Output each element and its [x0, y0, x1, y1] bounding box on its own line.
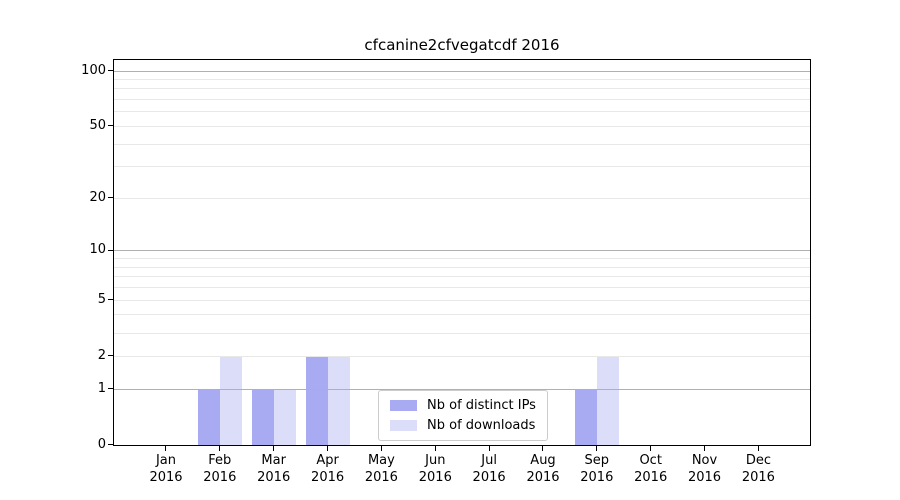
legend-label-distinct-ips: Nb of distinct IPs	[427, 398, 536, 413]
y-tick-mark-0	[108, 444, 114, 446]
y-tick-label-1: 1	[97, 380, 106, 396]
x-tick-label-oct: Oct 2016	[634, 453, 668, 485]
bar-sep-downloads	[596, 355, 619, 445]
bar-mar-downloads	[273, 388, 296, 445]
y-tick-mark-10	[108, 249, 114, 251]
x-tick-mark-oct	[650, 446, 652, 451]
y-tick-label-10: 10	[89, 242, 106, 258]
x-tick-mark-sep	[596, 446, 598, 451]
y-tick-label-0: 0	[97, 437, 106, 452]
y-tick-mark-50	[108, 125, 114, 127]
legend-item-downloads: Nb of downloads	[390, 418, 536, 433]
y-tick-mark-1	[108, 388, 114, 390]
chart-title: cfcanine2cfvegatcdf 2016	[364, 36, 560, 54]
y-tick-mark-20	[108, 197, 114, 199]
y-tick-mark-100	[108, 69, 114, 71]
x-tick-label-nov: Nov 2016	[687, 453, 722, 485]
bar-feb-downloads	[219, 355, 242, 445]
y-tick-label-20: 20	[89, 190, 106, 205]
y-tick-label-5: 5	[97, 291, 106, 307]
x-tick-mark-may	[380, 446, 382, 451]
bar-apr-downloads	[327, 355, 350, 445]
x-tick-label-mar: Mar 2016	[257, 453, 291, 485]
x-tick-label-apr: Apr 2016	[311, 453, 345, 485]
x-tick-mark-jul	[488, 446, 490, 451]
x-tick-label-may: May 2016	[364, 453, 398, 485]
x-tick-label-feb: Feb 2016	[203, 453, 237, 485]
legend-label-downloads: Nb of downloads	[427, 418, 536, 433]
bar-mar-distinct-ips	[251, 388, 274, 445]
bar-apr-distinct-ips	[305, 355, 328, 445]
x-tick-mark-jun	[434, 446, 436, 451]
legend-item-distinct-ips: Nb of distinct IPs	[390, 398, 536, 413]
x-tick-label-jul: Jul 2016	[472, 453, 506, 485]
x-tick-mark-feb	[219, 446, 221, 451]
bars-layer	[114, 60, 810, 445]
y-tick-mark-5	[108, 299, 114, 300]
y-tick-label-50: 50	[89, 118, 106, 133]
x-tick-mark-apr	[326, 446, 328, 451]
x-tick-mark-mar	[273, 446, 275, 451]
x-tick-label-sep: Sep 2016	[580, 453, 614, 485]
x-tick-mark-aug	[542, 446, 544, 451]
plot-area: Nb of distinct IPs Nb of downloads	[113, 59, 811, 446]
x-tick-label-jun: Jun 2016	[418, 453, 452, 485]
x-tick-label-aug: Aug 2016	[526, 453, 560, 485]
y-tick-mark-2	[108, 355, 114, 357]
legend: Nb of distinct IPs Nb of downloads	[378, 390, 548, 441]
bar-feb-distinct-ips	[197, 388, 220, 445]
x-tick-mark-nov	[703, 446, 705, 451]
y-tick-label-2: 2	[97, 347, 106, 363]
legend-swatch-distinct-ips-icon	[390, 400, 417, 411]
x-tick-mark-jan	[165, 446, 167, 451]
x-tick-label-dec: Dec 2016	[741, 453, 775, 485]
x-tick-mark-dec	[757, 446, 759, 451]
y-tick-label-100: 100	[81, 62, 106, 78]
x-tick-label-jan: Jan 2016	[149, 453, 183, 485]
legend-swatch-downloads-icon	[390, 420, 417, 431]
bar-sep-distinct-ips	[574, 388, 597, 445]
